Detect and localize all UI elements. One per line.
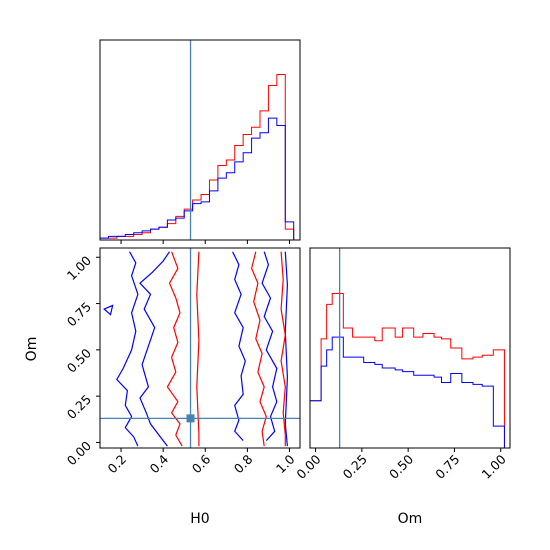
contour-red bbox=[166, 251, 183, 447]
y-tick-label: 0.50 bbox=[64, 345, 94, 375]
contour-blue bbox=[116, 251, 139, 447]
contour-blue-island bbox=[103, 304, 114, 316]
contour-red bbox=[280, 251, 286, 447]
panel-h0-marginal bbox=[99, 39, 301, 244]
x-tick-label: 0.4 bbox=[147, 451, 172, 476]
panel-joint: 0.2 0.4 0.6 0.8 1.00.000.250.500.751.00 bbox=[64, 247, 301, 477]
y-tick-label: 1.00 bbox=[64, 253, 94, 283]
x-tick-label: 0.8 bbox=[231, 451, 256, 476]
histogram-series-red bbox=[100, 74, 295, 240]
y-tick-label: 0.75 bbox=[64, 299, 94, 329]
panel-om-marginal: 0.00 0.25 0.50 0.75 1.00 bbox=[293, 247, 511, 482]
histogram-series-red bbox=[310, 292, 505, 448]
histogram-series-blue bbox=[100, 117, 295, 240]
plot-area bbox=[100, 40, 295, 240]
y-tick-label: 0.00 bbox=[64, 438, 94, 468]
x-tick-label: 0.00 bbox=[293, 451, 323, 481]
x-axis-title-h0: H0 bbox=[190, 511, 209, 527]
x-tick-label: 0.6 bbox=[189, 451, 214, 476]
contour-blue bbox=[261, 251, 278, 442]
histogram-series-blue bbox=[310, 336, 505, 448]
x-tick-label: 1.00 bbox=[479, 451, 509, 481]
plot-area bbox=[310, 248, 505, 448]
contour-blue bbox=[139, 251, 170, 447]
contour-blue bbox=[284, 251, 289, 447]
plot-area bbox=[100, 248, 300, 448]
x-tick-label: 0.25 bbox=[340, 452, 370, 482]
x-axis-title-om: Om bbox=[398, 511, 423, 527]
axes-frame bbox=[99, 39, 301, 241]
contour-red bbox=[250, 251, 267, 447]
axes-frame bbox=[99, 247, 301, 449]
y-axis-title-om: Om bbox=[24, 337, 40, 362]
contour-red bbox=[196, 251, 200, 447]
x-tick-label: 0.50 bbox=[386, 451, 416, 481]
truth-marker bbox=[186, 414, 195, 423]
x-tick-label: 0.75 bbox=[432, 452, 462, 482]
axes-frame bbox=[309, 247, 511, 449]
contour-blue bbox=[232, 251, 246, 442]
y-tick-label: 0.25 bbox=[64, 392, 94, 422]
x-tick-label: 0.2 bbox=[105, 452, 130, 477]
